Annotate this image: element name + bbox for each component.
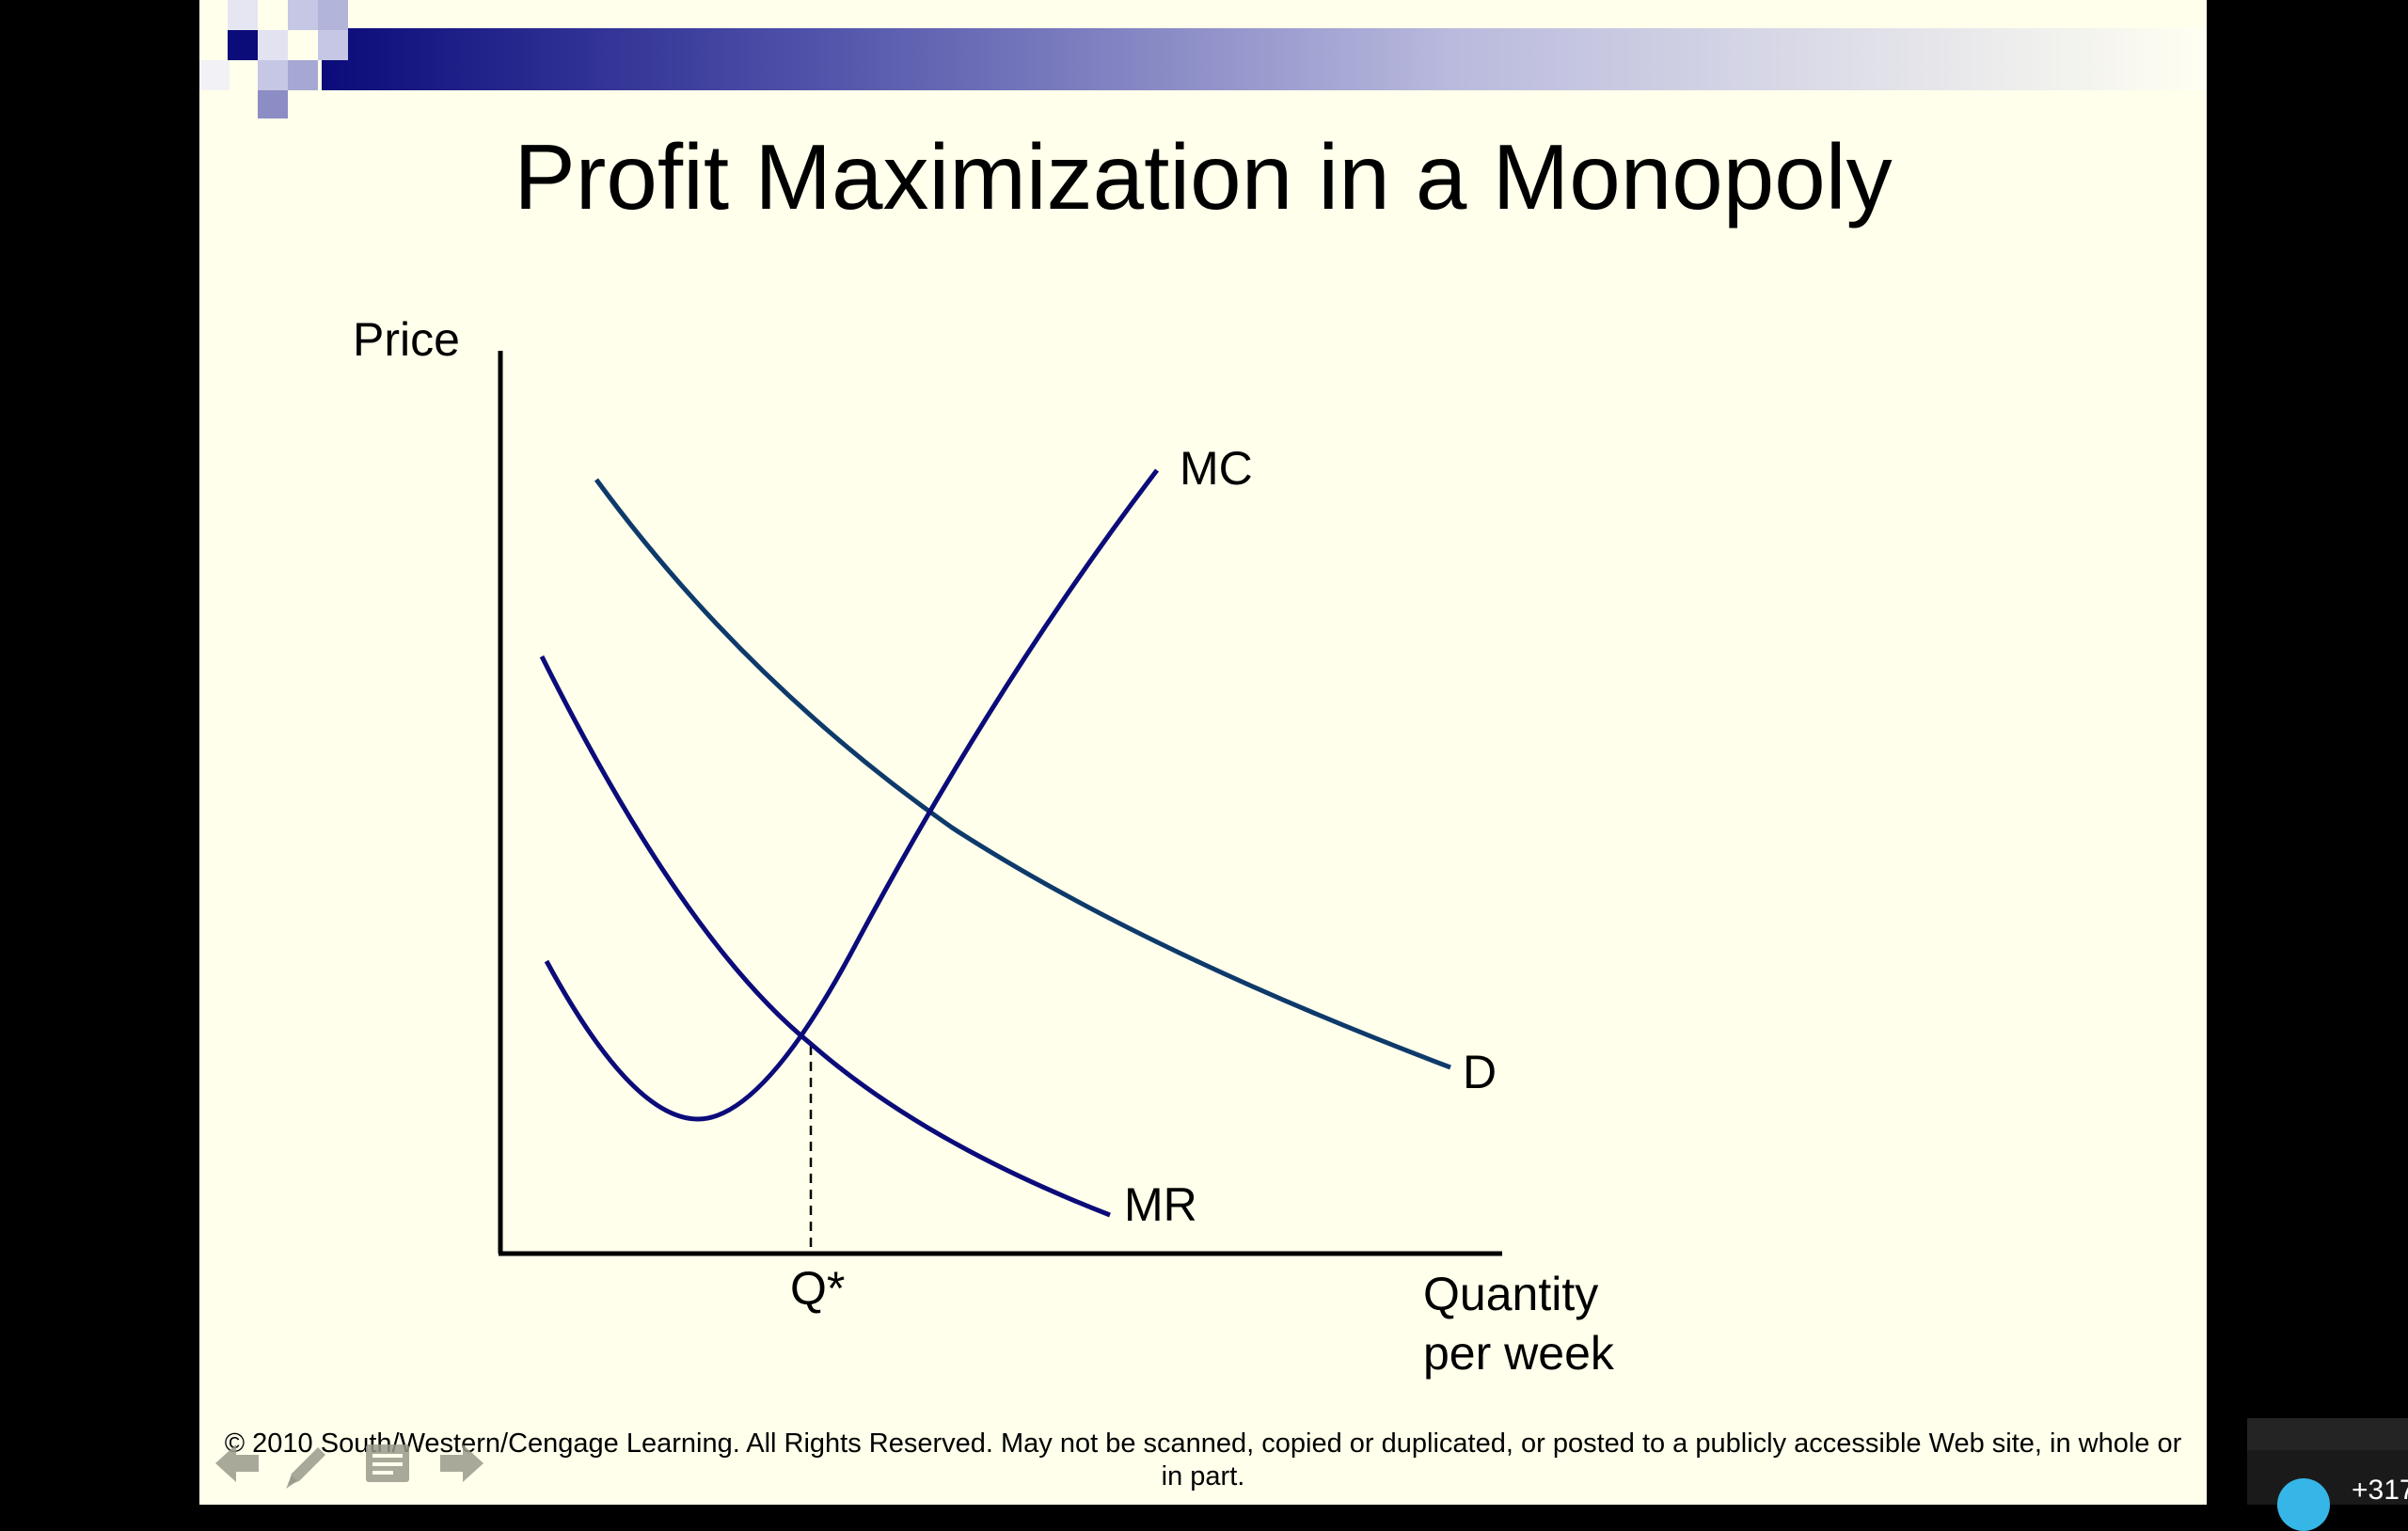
x-axis-label-line2: per week — [1423, 1327, 1615, 1380]
marginal-cost-curve — [544, 468, 1159, 1122]
arrow-right-icon[interactable] — [438, 1442, 485, 1485]
side-panel-header — [2247, 1418, 2408, 1450]
notes-icon[interactable] — [364, 1442, 411, 1485]
title-decoration — [199, 0, 2207, 120]
mc-curve-label: MC — [1180, 442, 1253, 495]
monopoly-diagram: Price MC D MR Q* Quantity per week — [353, 313, 1615, 1380]
demand-curve — [594, 478, 1451, 1070]
y-axis-label: Price — [353, 313, 460, 366]
slide: Profit Maximization in a Monopoly Price … — [199, 0, 2207, 1505]
x-axis-label-line1: Quantity — [1423, 1268, 1598, 1320]
side-panel[interactable] — [2247, 1418, 2408, 1505]
q-star-label: Q* — [790, 1262, 845, 1315]
viewer-avatar-icon[interactable] — [2277, 1478, 2330, 1531]
viewer-count: +317 — [2352, 1475, 2408, 1506]
pen-icon[interactable] — [282, 1442, 329, 1491]
mr-curve-label: MR — [1124, 1178, 1197, 1231]
arrow-left-icon[interactable] — [214, 1442, 261, 1485]
marginal-revenue-curve — [539, 655, 1111, 1218]
copyright-footer: © 2010 South/Western/Cengage Learning. A… — [224, 1428, 2182, 1492]
d-curve-label: D — [1463, 1046, 1497, 1098]
slide-title: Profit Maximization in a Monopoly — [514, 125, 1893, 229]
